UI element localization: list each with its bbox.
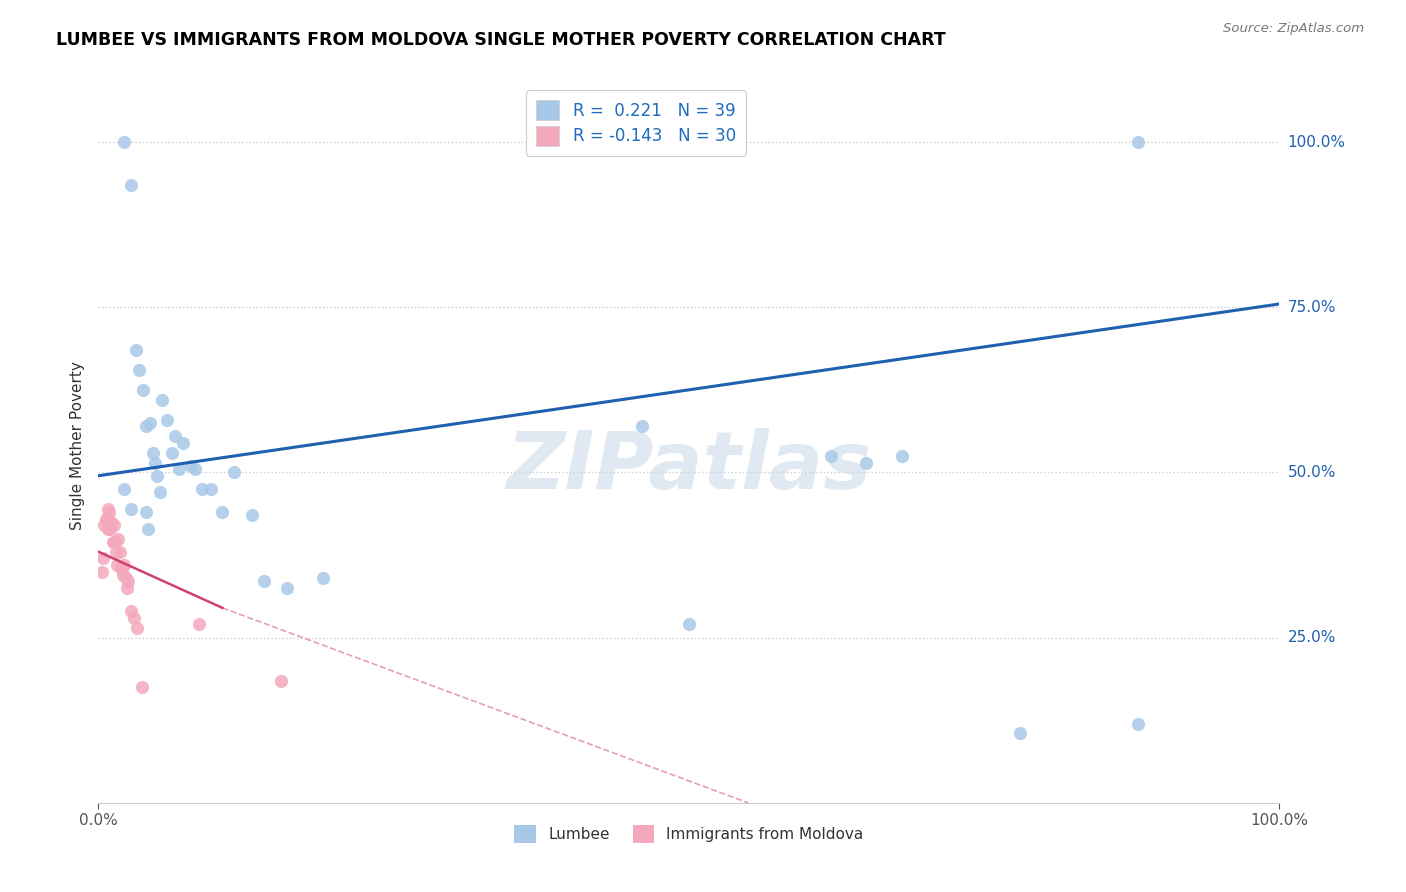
Text: 50.0%: 50.0% (1288, 465, 1336, 480)
Point (110, 561, 132, 575)
Point (112, 558, 135, 572)
Point (121, 178, 143, 192)
Point (187, 617, 209, 632)
Point (312, 571, 335, 585)
Text: 100.0%: 100.0% (1288, 135, 1346, 150)
Point (108, 545, 131, 559)
Point (165, 429, 187, 443)
Point (128, 363, 150, 377)
Point (132, 383, 155, 397)
Point (184, 462, 207, 476)
Point (1008, 726, 1031, 740)
Legend: Lumbee, Immigrants from Moldova: Lumbee, Immigrants from Moldova (509, 819, 869, 848)
Point (125, 343, 148, 358)
Y-axis label: Single Mother Poverty: Single Mother Poverty (69, 361, 84, 531)
Point (136, 522, 159, 536)
Point (146, 468, 169, 483)
Point (121, 604, 143, 618)
Point (172, 435, 194, 450)
Point (131, 680, 153, 694)
Point (111, 561, 134, 575)
Point (91, 565, 114, 579)
Point (97, 501, 120, 516)
Point (160, 445, 183, 459)
Point (149, 485, 172, 500)
Point (200, 482, 222, 496)
Point (101, 534, 124, 549)
Text: ZIPatlas: ZIPatlas (506, 428, 872, 507)
Point (1126, 135, 1149, 149)
Point (142, 445, 165, 459)
Point (276, 581, 298, 595)
Point (96, 511, 118, 525)
Point (117, 574, 139, 589)
Point (100, 515, 122, 529)
Point (115, 581, 138, 595)
Point (143, 456, 166, 470)
Point (127, 621, 149, 635)
Point (890, 449, 912, 463)
Point (112, 482, 135, 496)
Point (91, 551, 114, 566)
Point (121, 501, 143, 516)
Text: 25.0%: 25.0% (1288, 630, 1336, 645)
Point (135, 505, 157, 519)
Point (104, 534, 127, 549)
Text: LUMBEE VS IMMIGRANTS FROM MOLDOVA SINGLE MOTHER POVERTY CORRELATION CHART: LUMBEE VS IMMIGRANTS FROM MOLDOVA SINGLE… (56, 31, 946, 49)
Point (139, 416, 162, 430)
Point (253, 574, 276, 589)
Point (135, 419, 157, 434)
Point (93, 518, 115, 533)
Point (112, 135, 135, 149)
Point (855, 456, 877, 470)
Point (97, 522, 120, 536)
Text: 75.0%: 75.0% (1288, 300, 1336, 315)
Point (105, 545, 128, 559)
Point (105, 558, 128, 572)
Point (211, 505, 233, 519)
Point (191, 482, 214, 496)
Point (180, 458, 202, 473)
Point (270, 673, 292, 688)
Point (107, 532, 129, 546)
Text: Source: ZipAtlas.com: Source: ZipAtlas.com (1223, 22, 1364, 36)
Point (156, 412, 179, 426)
Point (678, 617, 700, 632)
Point (820, 449, 842, 463)
Point (114, 571, 136, 585)
Point (1126, 716, 1149, 731)
Point (103, 518, 125, 533)
Point (224, 466, 246, 480)
Point (94, 511, 117, 525)
Point (122, 611, 145, 625)
Point (98, 522, 121, 536)
Point (112, 567, 135, 582)
Point (167, 462, 190, 476)
Point (98, 505, 121, 519)
Point (240, 508, 263, 523)
Point (630, 419, 652, 434)
Point (150, 392, 173, 407)
